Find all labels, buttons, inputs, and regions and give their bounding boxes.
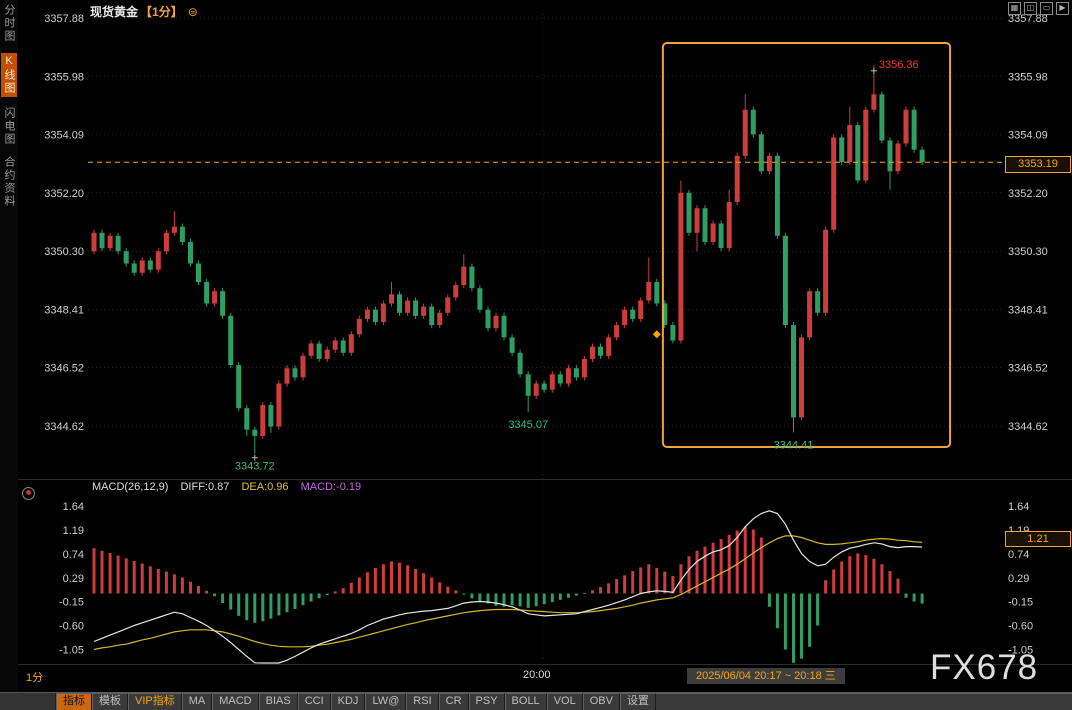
layout-grid-icon[interactable]: ▦ [1008, 2, 1021, 15]
left-sidebar: 分时图 K线图 闪电图 合约资料 [0, 0, 18, 696]
svg-text:1.19: 1.19 [63, 525, 84, 537]
svg-text:0.74: 0.74 [1008, 549, 1029, 561]
toolbar-tab-8[interactable]: LW@ [365, 693, 407, 710]
svg-text:3344.41: 3344.41 [774, 440, 814, 452]
svg-text:3346.52: 3346.52 [1008, 363, 1048, 375]
svg-text:-0.15: -0.15 [1008, 597, 1033, 609]
svg-text:3345.07: 3345.07 [508, 419, 548, 431]
macd-diff-value: DIFF:0.87 [180, 481, 230, 493]
instrument-name: 现货黄金 [90, 5, 139, 19]
macd-params-label: MACD(26,12,9) [92, 481, 169, 493]
toolbar-tab-9[interactable]: RSI [406, 693, 439, 710]
toolbar-tab-7[interactable]: KDJ [330, 693, 366, 710]
svg-text:-1.05: -1.05 [1008, 645, 1033, 657]
svg-text:3355.98: 3355.98 [44, 72, 84, 84]
toolbar-tab-1[interactable]: 模板 [92, 693, 128, 710]
macd-dea-value: DEA:0.96 [241, 481, 289, 493]
svg-text:-0.60: -0.60 [59, 621, 84, 633]
svg-text:3344.62: 3344.62 [44, 421, 84, 433]
sidebar-item-kline-chart[interactable]: K线图 [1, 53, 17, 97]
time-axis-label: 20:00 [523, 669, 551, 681]
svg-text:3346.52: 3346.52 [44, 363, 84, 375]
toolbar-tab-2[interactable]: VIP指标 [128, 693, 182, 710]
watermark: FX678 [930, 648, 1039, 687]
period-tag: 【1分】 [140, 5, 183, 19]
svg-text:3352.20: 3352.20 [44, 188, 84, 200]
svg-text:0.74: 0.74 [63, 549, 84, 561]
layout-next-icon[interactable]: ▶ [1056, 2, 1069, 15]
svg-text:3354.09: 3354.09 [44, 130, 84, 142]
sidebar-item-flash-chart[interactable]: 闪电图 [3, 107, 15, 146]
indicator-cycle-icon[interactable] [22, 487, 35, 500]
toolbar-tab-13[interactable]: VOL [546, 693, 583, 710]
toolbar-tab-10[interactable]: CR [438, 693, 469, 710]
bottom-toolbar: 指标 模板 VIP指标 MA MACD BIAS CCI KDJ LW@ RSI CR PSY BOLL… [0, 692, 1072, 710]
settings-icon[interactable]: ⊜ [187, 5, 198, 19]
svg-text:3348.41: 3348.41 [44, 304, 84, 316]
toolbar-tabs: 指标 模板 VIP指标 MA MACD BIAS CCI KDJ LW@ RSI CR PSY BOLL… [56, 693, 656, 710]
toolbar-tab-6[interactable]: CCI [297, 693, 331, 710]
toolbar-spacer [0, 693, 56, 710]
toolbar-tab-11[interactable]: PSY [468, 693, 505, 710]
macd-header: MACD(26,12,9) DIFF:0.87 DEA:0.96 MACD:-0… [92, 481, 370, 493]
chart-title: 现货黄金 【1分】 ⊜ [90, 3, 198, 20]
toolbar-tab-3[interactable]: MA [181, 693, 213, 710]
svg-text:3344.62: 3344.62 [1008, 421, 1048, 433]
svg-text:3348.41: 3348.41 [1008, 304, 1048, 316]
svg-text:-0.60: -0.60 [1008, 621, 1033, 633]
svg-text:-0.15: -0.15 [59, 597, 84, 609]
svg-text:3343.72: 3343.72 [235, 461, 275, 473]
svg-text:3357.88: 3357.88 [1008, 13, 1048, 25]
svg-text:3357.88: 3357.88 [44, 13, 84, 25]
svg-text:3356.36: 3356.36 [879, 59, 919, 71]
macd-axis-highlight: 1.21 [1005, 531, 1071, 547]
layout-single-icon[interactable]: ▭ [1040, 2, 1053, 15]
sidebar-item-contract-info[interactable]: 合约资料 [3, 156, 15, 208]
svg-text:3350.30: 3350.30 [1008, 246, 1048, 258]
svg-text:0.29: 0.29 [1008, 573, 1029, 585]
svg-text:1.64: 1.64 [63, 501, 84, 513]
time-axis-divider [18, 664, 1072, 665]
toolbar-tab-4[interactable]: MACD [212, 693, 259, 710]
current-price-tag: 3353.19 [1005, 156, 1071, 173]
svg-text:-1.05: -1.05 [59, 645, 84, 657]
toolbar-tab-14[interactable]: OBV [582, 693, 620, 710]
svg-text:0.29: 0.29 [63, 573, 84, 585]
svg-text:3354.09: 3354.09 [1008, 130, 1048, 142]
svg-text:1.64: 1.64 [1008, 501, 1029, 513]
panel-divider [18, 479, 1072, 480]
macd-hist-value: MACD:-0.19 [300, 481, 362, 493]
svg-text:3355.98: 3355.98 [1008, 72, 1048, 84]
svg-text:3352.20: 3352.20 [1008, 188, 1048, 200]
svg-text:3350.30: 3350.30 [44, 246, 84, 258]
time-range-label: 2025/06/04 20:17 ~ 20:18 三 [687, 668, 845, 684]
sidebar-item-time-chart[interactable]: 分时图 [3, 4, 15, 43]
toolbar-tab-0[interactable]: 指标 [56, 693, 92, 710]
toolbar-tab-5[interactable]: BIAS [258, 693, 298, 710]
window-controls: ▦ ◫ ▭ ▶ [1008, 2, 1069, 15]
toolbar-tab-12[interactable]: BOLL [504, 693, 547, 710]
time-axis-period[interactable]: 1分 [26, 672, 44, 684]
red-dot-icon [26, 490, 31, 495]
layout-split-icon[interactable]: ◫ [1024, 2, 1037, 15]
toolbar-tab-15[interactable]: 设置 [619, 693, 656, 710]
toolbar-filler [655, 693, 1072, 710]
